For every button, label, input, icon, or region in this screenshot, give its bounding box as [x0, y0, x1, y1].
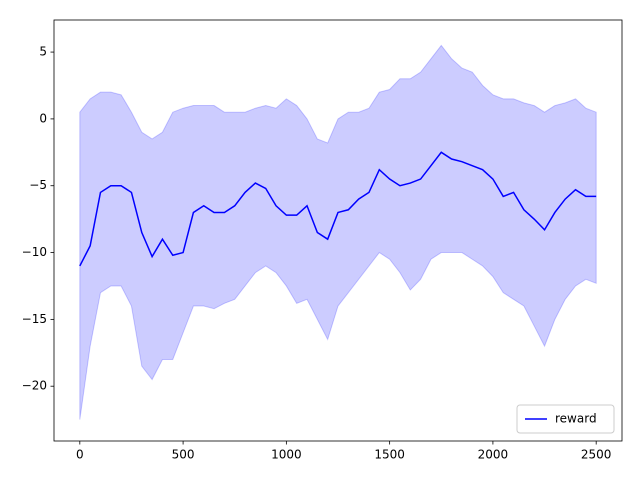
x-tick-label: 2500 [581, 448, 612, 462]
line [79, 151, 597, 267]
axes-frame [53, 19, 623, 442]
x-tick-label: 1500 [374, 448, 405, 462]
x-tick-label: 1000 [271, 448, 302, 462]
legend-box [516, 404, 615, 434]
x-tick-label: 2000 [478, 448, 509, 462]
x-tick-label: 0 [76, 448, 84, 462]
y-tick-label: 5 [39, 45, 47, 59]
band-area [79, 44, 597, 420]
y-tick-label: 0 [39, 111, 47, 125]
y-tick-label: −5 [29, 178, 47, 192]
y-tick-label: −10 [22, 245, 47, 259]
legend-label: reward [555, 412, 597, 426]
x-tick-label: 500 [172, 448, 195, 462]
y-tick-label: −15 [22, 312, 47, 326]
y-tick-label: −20 [22, 379, 47, 393]
